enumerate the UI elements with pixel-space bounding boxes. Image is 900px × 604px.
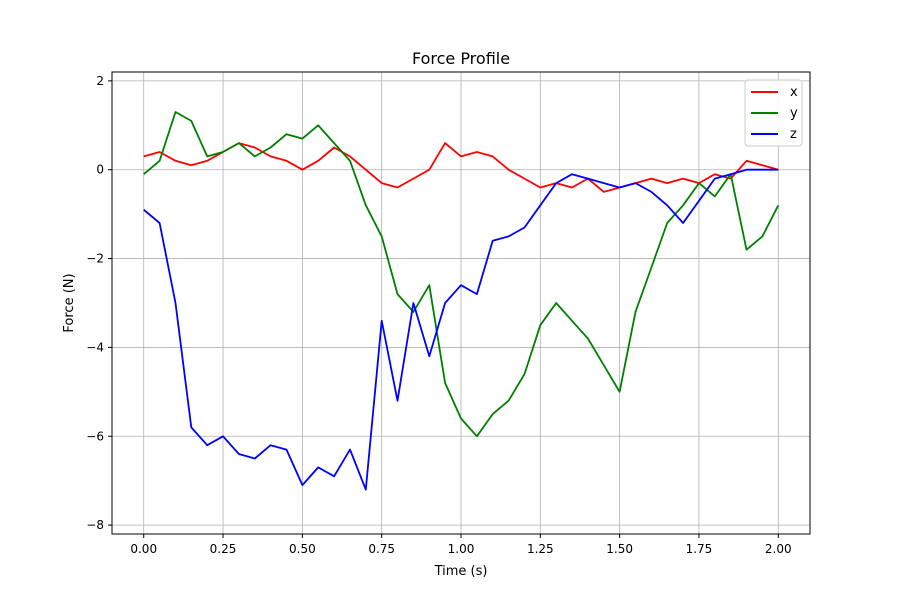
y-tick-label: −2 [86,252,104,266]
series-line-x [143,142,779,193]
x-tick-label: 0.50 [289,542,316,556]
series-line-z [143,168,779,491]
series-layer [143,111,780,491]
legend-label-x: x [790,85,798,100]
legend: xyz [744,79,803,147]
y-tick-label: −6 [86,429,104,443]
legend-label-y: y [790,106,798,121]
x-axis-label: Time (s) [434,564,488,579]
y-tick-label: −4 [86,340,104,354]
x-tick-label: 1.25 [527,542,554,556]
x-tick-label: 0.00 [130,542,157,556]
x-tick-label: 1.00 [448,542,475,556]
grid-lines [112,72,810,534]
y-tick-label: 0 [96,163,104,177]
x-tick-label: 2.00 [765,542,792,556]
x-tick-label: 0.25 [210,542,237,556]
legend-label-z: z [790,127,797,142]
chart-title: Force Profile [412,49,510,68]
series-line-y [143,111,780,438]
x-tick-label: 0.75 [368,542,395,556]
y-axis: −8 −6 −4 −2 0 2 [86,74,112,532]
x-tick-label: 1.50 [606,542,633,556]
y-axis-label: Force (N) [62,273,77,332]
x-axis: 0.00 0.25 0.50 0.75 1.00 1.25 1.50 1.75 2.00 [130,534,792,556]
x-tick-label: 1.75 [686,542,713,556]
y-tick-label: 2 [96,74,104,88]
y-tick-label: −8 [86,518,104,532]
